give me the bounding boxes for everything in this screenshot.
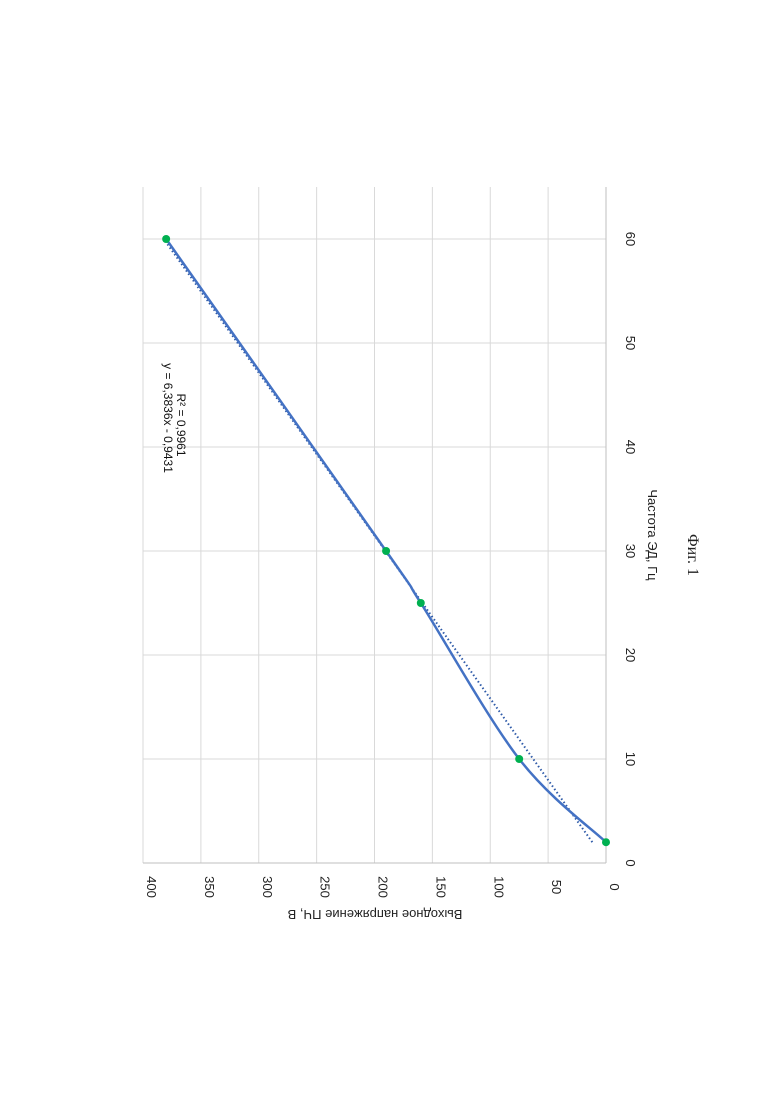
- figure-caption: Фиг. 1: [684, 534, 701, 576]
- x-tick-label: 10: [623, 752, 638, 766]
- x-tick-label: 50: [623, 336, 638, 350]
- y-tick-label: 300: [260, 876, 275, 898]
- data-series: [166, 239, 606, 842]
- y-tick-label: 0: [607, 883, 622, 890]
- x-tick-labels: 0 10 20 30 40 50 60: [623, 232, 638, 867]
- data-point: [602, 838, 610, 846]
- x-tick-label: 60: [623, 232, 638, 246]
- y-tick-label: 400: [144, 876, 159, 898]
- y-tick-label: 50: [549, 880, 564, 894]
- x-axis-title: Частота ЭД, Гц: [645, 489, 660, 581]
- data-point: [417, 599, 425, 607]
- data-point: [162, 235, 170, 243]
- trendline-equation: y = 6,3836x - 0,9431: [161, 363, 175, 473]
- x-tick-label: 0: [623, 859, 638, 866]
- x-tick-label: 30: [623, 544, 638, 558]
- series-line: [166, 239, 606, 842]
- y-tick-label: 350: [202, 876, 217, 898]
- gridlines: [143, 187, 606, 863]
- y-tick-label: 200: [376, 876, 391, 898]
- data-point: [382, 547, 390, 555]
- data-point: [515, 755, 523, 763]
- y-tick-label: 100: [491, 876, 506, 898]
- x-tick-label: 40: [623, 440, 638, 454]
- y-tick-label: 150: [433, 876, 448, 898]
- y-axis-title: Выходное напряжение ПЧ, В: [288, 907, 463, 922]
- x-tick-label: 20: [623, 648, 638, 662]
- y-tick-labels: 0 50 100 150 200 250 300 350 400: [144, 876, 622, 898]
- r-squared-label: R² = 0,9961: [174, 393, 188, 456]
- y-tick-label: 250: [318, 876, 333, 898]
